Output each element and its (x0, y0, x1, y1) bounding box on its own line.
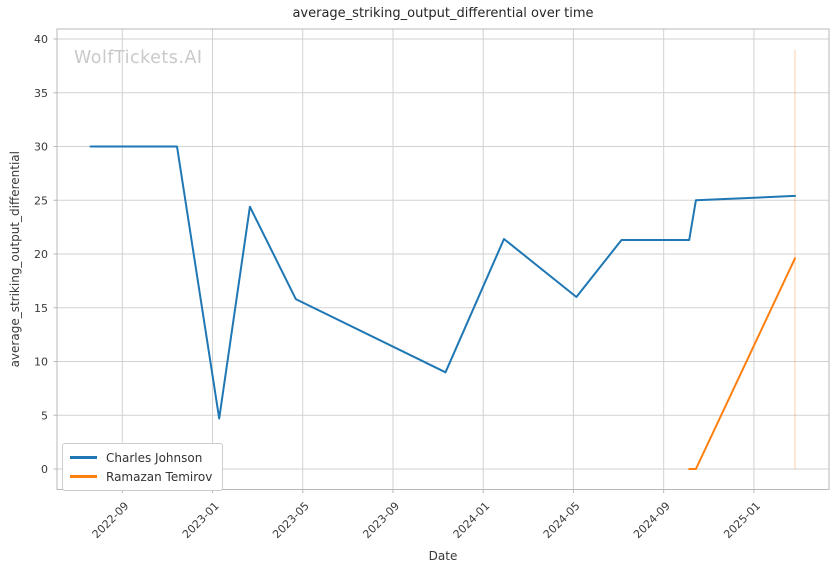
x-tick-label: 2024-01 (451, 499, 493, 541)
legend-swatch (70, 456, 97, 459)
legend-label: Ramazan Temirov (106, 469, 213, 484)
y-axis-label: average_striking_output_differential (8, 150, 22, 368)
y-tick-label: 5 (41, 409, 48, 422)
legend-swatch (70, 475, 97, 478)
legend: Charles Johnson Ramazan Temirov (62, 443, 224, 491)
x-tick-label: 2022-09 (90, 499, 132, 541)
x-tick-label: 2023-05 (270, 499, 312, 541)
x-axis-label: Date (428, 549, 458, 563)
y-tick-label: 25 (34, 194, 48, 207)
y-tick-label: 20 (34, 248, 48, 261)
y-tick-label: 40 (34, 33, 48, 46)
legend-item: Ramazan Temirov (70, 467, 212, 486)
x-tick-label: 2024-09 (631, 499, 673, 541)
y-tick-label: 10 (34, 356, 48, 369)
legend-item: Charles Johnson (70, 448, 212, 467)
x-tick-label: 2023-01 (180, 499, 222, 541)
legend-label: Charles Johnson (106, 450, 203, 465)
x-tick-label: 2025-01 (721, 499, 763, 541)
chart-title: average_striking_output_differential ove… (292, 6, 594, 21)
y-tick-label: 15 (34, 302, 48, 315)
y-tick-label: 35 (34, 87, 48, 100)
y-tick-label: 30 (34, 141, 48, 154)
watermark: WolfTickets.AI (74, 48, 203, 68)
x-tick-label: 2024-05 (541, 499, 583, 541)
y-axis-label-wrap: average_striking_output_differential (8, 0, 22, 518)
axes-spines (56, 28, 830, 490)
series-line-0 (89, 145, 796, 420)
series-line-1 (688, 257, 796, 470)
x-tick-label: 2023-09 (360, 499, 402, 541)
y-tick-label: 0 (41, 463, 48, 476)
